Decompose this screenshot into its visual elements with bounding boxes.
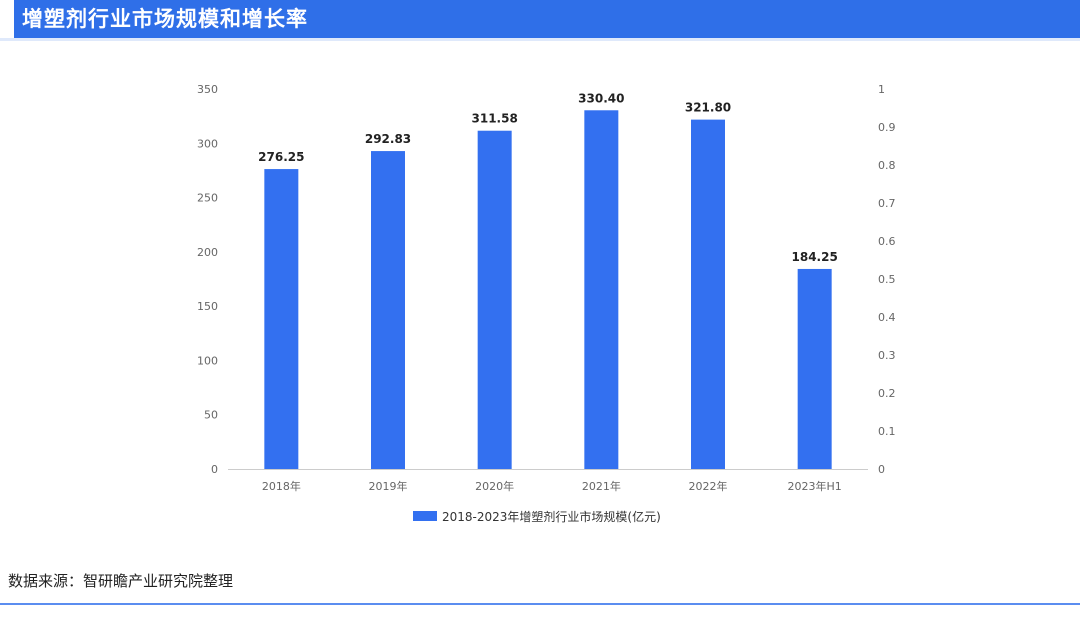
y-tick-label: 0: [211, 463, 218, 476]
y-tick-label: 300: [197, 137, 218, 150]
y2-tick-label: 0: [878, 463, 885, 476]
y-tick-label: 50: [204, 409, 218, 422]
source-note: 数据来源：智研瞻产业研究院整理: [8, 572, 234, 590]
bar: [477, 130, 512, 470]
y-tick-label: 200: [197, 246, 218, 259]
x-axis-labels: 2018年 2019年 2020年 2021年 2022年 2023年H1: [262, 479, 842, 493]
y2-tick-label: 0.8: [878, 159, 896, 172]
x-tick-label: 2022年: [689, 479, 728, 493]
page-title: 增塑剂行业市场规模和增长率: [22, 7, 308, 31]
y2-tick-label: 0.1: [878, 425, 896, 438]
y2-tick-label: 0.7: [878, 197, 896, 210]
bar-value-label: 311.58: [472, 112, 518, 126]
header-bar: 增塑剂行业市场规模和增长率: [0, 0, 1080, 38]
x-tick-label: 2023年H1: [788, 479, 842, 493]
footer-line: [0, 603, 1080, 605]
y2-tick-label: 0.3: [878, 349, 896, 362]
y-tick-label: 250: [197, 192, 218, 205]
y-tick-label: 150: [197, 300, 218, 313]
y2-tick-label: 0.4: [878, 311, 896, 324]
y-tick-label: 100: [197, 354, 218, 367]
left-y-axis: 0 50 100 150 200 250 300 350: [197, 83, 218, 476]
bar-value-label: 330.40: [578, 91, 624, 105]
header-underline: [0, 38, 1080, 41]
x-tick-label: 2019年: [369, 479, 408, 493]
x-tick-label: 2021年: [582, 479, 621, 493]
bar: [691, 119, 725, 470]
legend-label: 2018-2023年增塑剂行业市场规模(亿元): [442, 509, 661, 524]
bar: [797, 268, 832, 469]
bar-value-label: 321.80: [685, 101, 731, 115]
x-tick-label: 2018年: [262, 479, 301, 493]
legend-swatch: [413, 511, 437, 521]
y2-tick-label: 0.5: [878, 273, 896, 286]
bar: [264, 169, 299, 470]
bar: [371, 151, 405, 469]
header-accent: [0, 0, 14, 38]
right-y-axis: 0 0.1 0.2 0.3 0.4 0.5 0.6 0.7 0.8 0.9 1: [878, 83, 896, 476]
y2-tick-label: 0.6: [878, 235, 896, 248]
bars-group: 276.25 292.83 311.58 330.40 321.80 184.25: [258, 91, 838, 470]
x-tick-label: 2020年: [475, 479, 514, 493]
y2-tick-label: 0.9: [878, 121, 896, 134]
bar-value-label: 292.83: [365, 132, 411, 146]
y2-tick-label: 1: [878, 83, 885, 96]
bar: [584, 110, 619, 469]
y2-tick-label: 0.2: [878, 387, 896, 400]
bar-value-label: 184.25: [792, 250, 838, 264]
legend: 2018-2023年增塑剂行业市场规模(亿元): [413, 509, 661, 524]
bar-value-label: 276.25: [258, 150, 304, 164]
y-tick-label: 350: [197, 83, 218, 96]
